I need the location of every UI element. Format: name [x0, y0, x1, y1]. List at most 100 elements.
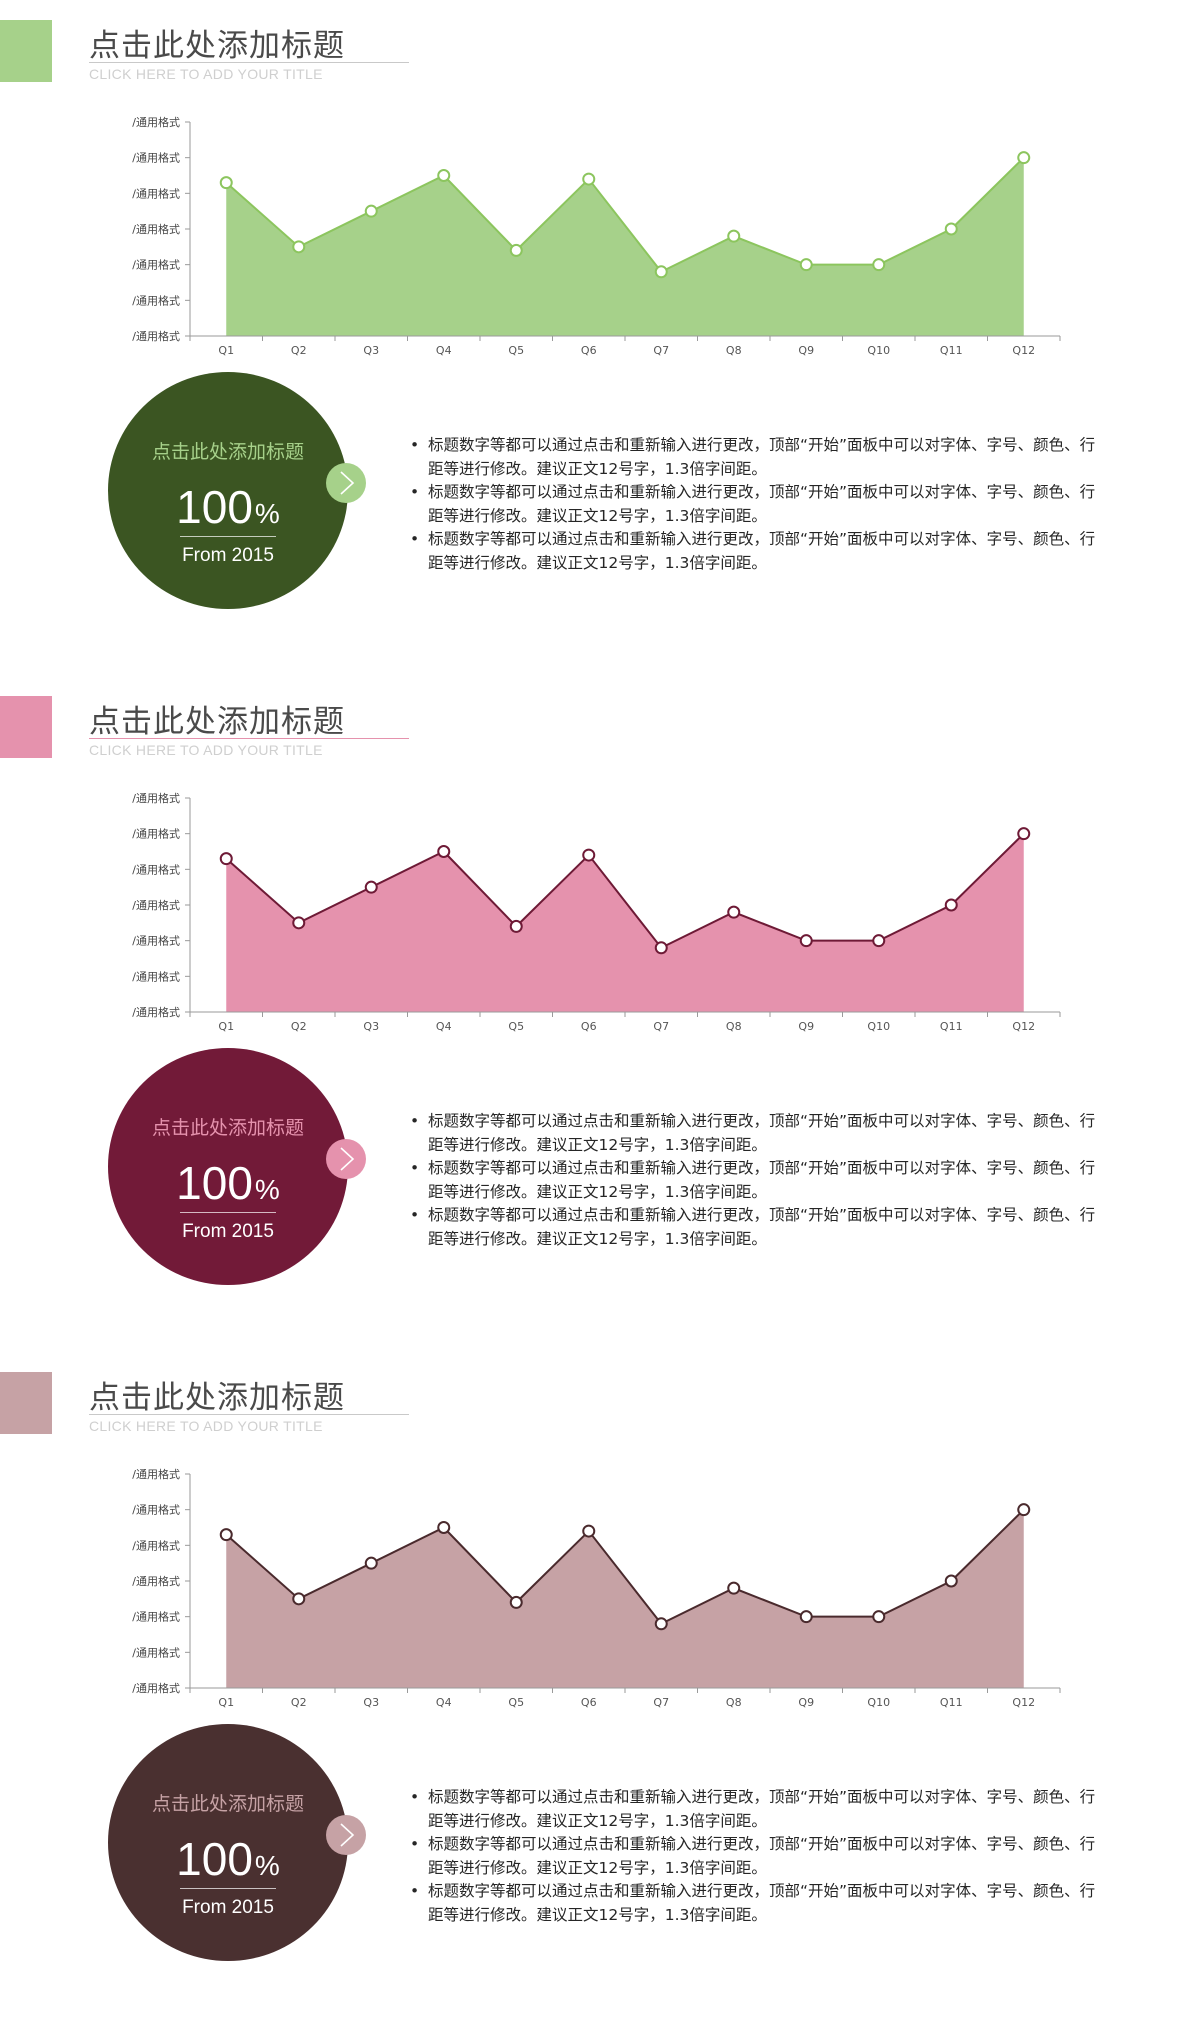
data-point — [509, 243, 523, 257]
y-tick-label: /通用格式 — [132, 1645, 180, 1659]
circle-divider — [180, 536, 276, 537]
circle-subtitle: From 2015 — [182, 1221, 274, 1242]
series-line — [225, 1508, 1025, 1626]
x-tick-label: Q9 — [798, 1020, 814, 1033]
area-fill — [226, 833, 1024, 1012]
y-tick-label: /通用格式 — [132, 1681, 180, 1695]
data-point — [509, 1595, 523, 1609]
y-tick-label: /通用格式 — [132, 898, 180, 912]
data-point — [654, 1617, 668, 1631]
arrow-button[interactable] — [326, 1139, 366, 1179]
title-underline — [89, 738, 409, 739]
area-fill — [226, 157, 1024, 336]
section-subtitle: CLICK HERE TO ADD YOUR TITLE — [89, 742, 323, 758]
data-point — [292, 916, 306, 930]
bullet-item: 标题数字等都可以通过点击和重新输入进行更改，顶部“开始”面板中可以对字体、字号、… — [410, 528, 1100, 575]
y-tick-label: /通用格式 — [132, 1538, 180, 1552]
data-point — [872, 1610, 886, 1624]
x-tick-label: Q11 — [940, 344, 963, 357]
x-tick-label: Q2 — [291, 1696, 307, 1709]
section-title: 点击此处添加标题 — [89, 704, 345, 740]
section-title: 点击此处添加标题 — [89, 1380, 345, 1416]
bullet-list: 标题数字等都可以通过点击和重新输入进行更改，顶部“开始”面板中可以对字体、字号、… — [410, 1110, 1100, 1251]
data-point — [872, 934, 886, 948]
x-tick-label: Q2 — [291, 1020, 307, 1033]
circle-percent: % — [254, 498, 280, 529]
summary-circle: 点击此处添加标题 100% From 2015 — [108, 1724, 348, 1961]
circle-percent: % — [254, 1850, 280, 1881]
x-tick-label: Q4 — [436, 1696, 452, 1709]
data-point — [654, 265, 668, 279]
x-tick-label: Q12 — [1012, 344, 1035, 357]
y-tick-label: /通用格式 — [132, 293, 180, 307]
data-point — [1017, 827, 1031, 841]
x-tick-label: Q5 — [508, 344, 524, 357]
y-tick-label: /通用格式 — [132, 1503, 180, 1517]
y-tick-label: /通用格式 — [132, 1005, 180, 1019]
x-tick-label: Q11 — [940, 1696, 963, 1709]
data-point — [582, 172, 596, 186]
arrow-button[interactable] — [326, 1815, 366, 1855]
x-tick-label: Q10 — [867, 1020, 890, 1033]
data-point — [727, 905, 741, 919]
area-chart: /通用格式/通用格式/通用格式/通用格式/通用格式/通用格式/通用格式 Q1 Q2 Q… — [132, 115, 1061, 357]
y-tick-label: /通用格式 — [132, 1467, 180, 1481]
circle-divider — [180, 1888, 276, 1889]
data-point — [799, 258, 813, 272]
x-tick-label: Q7 — [653, 1020, 669, 1033]
accent-square — [0, 696, 52, 758]
x-tick-label: Q8 — [726, 1020, 742, 1033]
circle-title: 点击此处添加标题 — [151, 1117, 304, 1139]
y-tick-label: /通用格式 — [132, 115, 180, 129]
x-tick-label: Q5 — [508, 1696, 524, 1709]
circle-title: 点击此处添加标题 — [151, 441, 304, 463]
x-tick-label: Q3 — [363, 1020, 379, 1033]
section-3: 点击此处添加标题 CLICK HERE TO ADD YOUR TITLE /通… — [0, 1352, 1200, 2028]
x-tick-label: Q4 — [436, 1020, 452, 1033]
data-point — [944, 898, 958, 912]
bullet-list: 标题数字等都可以通过点击和重新输入进行更改，顶部“开始”面板中可以对字体、字号、… — [410, 1786, 1100, 1927]
x-tick-label: Q10 — [867, 1696, 890, 1709]
chevron-right-icon — [340, 1823, 355, 1847]
x-tick-label: Q7 — [653, 1696, 669, 1709]
series-line — [225, 832, 1025, 950]
data-point — [582, 848, 596, 862]
bullet-item: 标题数字等都可以通过点击和重新输入进行更改，顶部“开始”面板中可以对字体、字号、… — [410, 1204, 1100, 1251]
circle-value: 100% — [108, 1156, 348, 1210]
chevron-right-icon — [340, 1147, 355, 1171]
y-tick-label: /通用格式 — [132, 1574, 180, 1588]
x-tick-label: Q4 — [436, 344, 452, 357]
summary-circle: 点击此处添加标题 100% From 2015 — [108, 372, 348, 609]
circle-divider — [180, 1212, 276, 1213]
bullet-item: 标题数字等都可以通过点击和重新输入进行更改，顶部“开始”面板中可以对字体、字号、… — [410, 1786, 1100, 1833]
y-tick-label: /通用格式 — [132, 934, 180, 948]
area-chart: /通用格式/通用格式/通用格式/通用格式/通用格式/通用格式/通用格式 Q1 Q2 Q… — [132, 1467, 1061, 1709]
bullet-item: 标题数字等都可以通过点击和重新输入进行更改，顶部“开始”面板中可以对字体、字号、… — [410, 1880, 1100, 1927]
accent-square — [0, 1372, 52, 1434]
series-line — [225, 156, 1025, 274]
y-tick-label: /通用格式 — [132, 827, 180, 841]
y-tick-label: /通用格式 — [132, 1610, 180, 1624]
bullet-item: 标题数字等都可以通过点击和重新输入进行更改，顶部“开始”面板中可以对字体、字号、… — [410, 1157, 1100, 1204]
x-tick-label: Q8 — [726, 344, 742, 357]
x-tick-label: Q6 — [581, 1696, 597, 1709]
summary-circle: 点击此处添加标题 100% From 2015 — [108, 1048, 348, 1285]
x-tick-label: Q1 — [218, 344, 234, 357]
accent-square — [0, 20, 52, 82]
circle-value: 100% — [108, 1832, 348, 1886]
area-fill — [226, 1509, 1024, 1688]
data-point — [872, 258, 886, 272]
circle-percent: % — [254, 1174, 280, 1205]
bullet-item: 标题数字等都可以通过点击和重新输入进行更改，顶部“开始”面板中可以对字体、字号、… — [410, 434, 1100, 481]
x-tick-label: Q9 — [798, 344, 814, 357]
arrow-button[interactable] — [326, 463, 366, 503]
data-point — [364, 880, 378, 894]
data-point — [292, 1592, 306, 1606]
data-point — [292, 240, 306, 254]
data-point — [437, 1521, 451, 1534]
chevron-right-icon — [340, 471, 355, 495]
bullet-item: 标题数字等都可以通过点击和重新输入进行更改，顶部“开始”面板中可以对字体、字号、… — [410, 1833, 1100, 1880]
title-underline — [89, 1414, 409, 1415]
bullet-item: 标题数字等都可以通过点击和重新输入进行更改，顶部“开始”面板中可以对字体、字号、… — [410, 1110, 1100, 1157]
data-point — [944, 222, 958, 236]
